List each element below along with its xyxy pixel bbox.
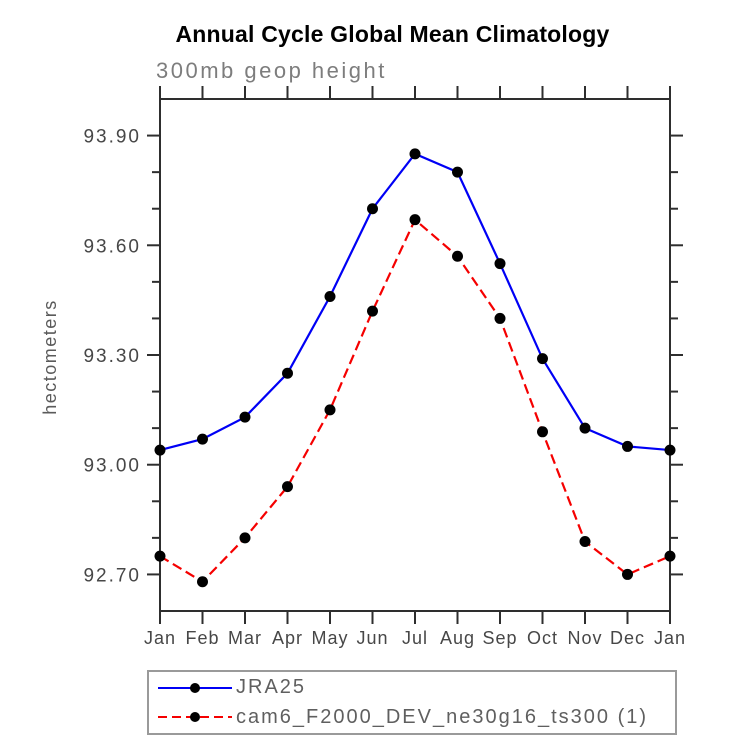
- x-tick-label: Apr: [272, 628, 303, 648]
- y-tick-label: 93.30: [83, 346, 141, 367]
- data-point-marker: [239, 411, 251, 423]
- data-point-marker: [579, 536, 591, 548]
- data-point-marker: [282, 481, 293, 493]
- data-point-marker: [154, 550, 166, 562]
- data-point-marker: [622, 440, 633, 452]
- data-point-marker: [537, 353, 548, 365]
- data-point-marker: [664, 550, 676, 562]
- legend-label-jra25: JRA25: [236, 676, 307, 699]
- data-point-marker: [324, 290, 336, 302]
- plot-frame: [159, 98, 671, 612]
- x-tick-label: Jan: [144, 628, 176, 648]
- legend-label-cam6: cam6_F2000_DEV_ne30g16_ts300 (1): [236, 705, 649, 728]
- data-point-marker: [367, 203, 378, 215]
- y-axis-label: hectometers: [40, 299, 60, 415]
- data-point-marker: [622, 568, 633, 580]
- y-tick-label: 93.00: [83, 456, 141, 477]
- data-point-marker: [537, 426, 548, 438]
- x-tick-label: Dec: [610, 628, 645, 648]
- y-tick-label: 92.70: [83, 565, 141, 586]
- data-point-marker: [154, 444, 166, 456]
- x-tick-label: Sep: [482, 628, 517, 648]
- y-tick-label: 93.60: [83, 236, 141, 257]
- data-point-marker: [324, 404, 336, 416]
- data-point-marker: [452, 250, 463, 262]
- chart-title: Annual Cycle Global Mean Climatology: [175, 21, 610, 47]
- data-point-marker: [579, 422, 591, 434]
- x-tick-label: Feb: [185, 628, 219, 648]
- x-tick-label: Oct: [527, 628, 558, 648]
- data-point-marker: [197, 433, 208, 445]
- data-point-marker: [494, 312, 506, 324]
- data-point-marker: [367, 305, 378, 317]
- legend: JRA25 cam6_F2000_DEV_ne30g16_ts300 (1): [147, 670, 677, 735]
- legend-item-jra25: JRA25: [155, 674, 675, 702]
- chart-subtitle: 300mb geop height: [156, 58, 387, 83]
- legend-line-sample-dashed: [158, 712, 232, 723]
- legend-line-sample-solid: [158, 682, 232, 693]
- legend-item-cam6: cam6_F2000_DEV_ne30g16_ts300 (1): [155, 703, 675, 731]
- x-tick-label: Jul: [402, 628, 428, 648]
- series-line-jra25: [159, 152, 671, 452]
- x-tick-label: Mar: [228, 628, 262, 648]
- legend-marker-icon: [190, 682, 200, 693]
- data-point-marker: [409, 214, 421, 226]
- x-tick-label: Jun: [356, 628, 388, 648]
- data-point-marker: [494, 258, 506, 270]
- data-point-marker: [239, 532, 251, 544]
- x-tick-label: Nov: [567, 628, 602, 648]
- series-line-cam6: [159, 217, 671, 584]
- data-point-marker: [409, 148, 421, 160]
- x-tick-label: Aug: [440, 628, 475, 648]
- data-point-marker: [452, 166, 463, 178]
- legend-marker-icon: [190, 712, 200, 723]
- x-tick-label: May: [311, 628, 348, 648]
- y-tick-label: 93.90: [83, 127, 141, 148]
- data-point-marker: [197, 576, 208, 588]
- data-point-marker: [664, 444, 676, 456]
- data-point-marker: [282, 367, 293, 379]
- x-tick-label: Jan: [654, 628, 686, 648]
